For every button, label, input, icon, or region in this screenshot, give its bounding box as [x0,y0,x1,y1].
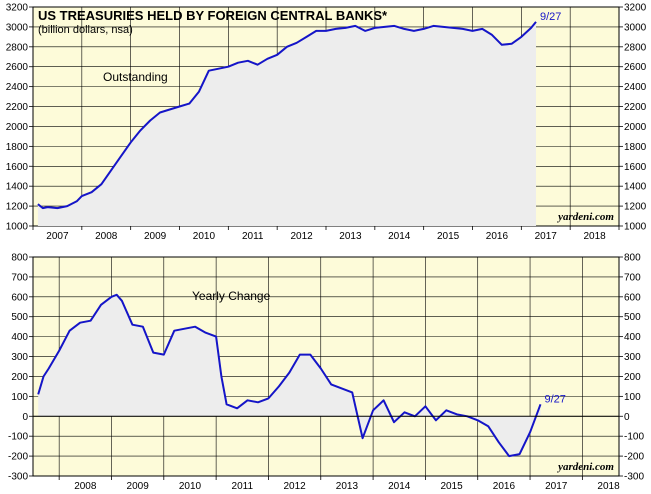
y-tick-label-right: 200 [624,372,641,383]
y-tick-label-right: 3000 [624,22,647,33]
y-tick-label-right: 2000 [624,122,647,133]
y-tick-label-right: -200 [624,452,644,463]
y-tick-label-right: 1600 [624,162,647,173]
x-tick-label: 2016 [486,231,509,242]
y-tick-label-right: -100 [624,432,644,443]
x-tick-label: 2008 [74,481,97,492]
y-tick-label-right: 2400 [624,82,647,93]
y-tick-label-left: 0 [22,412,28,423]
y-tick-label-right: 1800 [624,142,647,153]
y-tick-label-right: 0 [624,412,630,423]
x-tick-label: 2017 [535,231,558,242]
x-tick-label: 2011 [242,231,264,242]
x-tick-label: 2015 [440,481,463,492]
outstanding-label: Outstanding [103,70,168,84]
y-tick-label-left: 700 [11,272,28,283]
y-tick-label-right: 3200 [624,3,647,14]
chart-title: US TREASURIES HELD BY FOREIGN CENTRAL BA… [38,8,388,23]
x-tick-label: 2015 [437,231,460,242]
chart-subtitle: (billion dollars, nsa) [38,24,133,36]
yearly-change-source: yardeni.com [556,461,614,473]
y-tick-label-left: 200 [11,372,28,383]
y-tick-label-left: 1400 [6,182,29,193]
x-tick-label: 2014 [388,231,411,242]
y-tick-label-left: 1800 [6,142,29,153]
x-tick-label: 2010 [193,231,216,242]
yearly-change-end-label: 9/27 [545,393,566,405]
y-tick-label-right: 600 [624,292,641,303]
y-tick-label-left: 500 [11,312,28,323]
y-tick-label-right: -300 [624,472,644,483]
y-tick-label-right: 500 [624,312,641,323]
x-tick-label: 2008 [95,231,118,242]
y-tick-label-right: 2200 [624,102,647,113]
y-tick-label-right: 2600 [624,62,647,73]
y-tick-label-left: -100 [8,432,28,443]
outstanding-panel: 2007 2008 2009 2010 2011 2012 2013 2014 2015 2016… [6,3,647,243]
x-tick-label: 2007 [46,231,69,242]
y-tick-label-left: 1000 [6,222,29,233]
x-tick-label: 2009 [127,481,150,492]
y-tick-label-left: -200 [8,452,28,463]
yearly-change-axes: 2008 2009 2010 2011 2012 2013 2014 2015 2016 2017… [8,253,644,493]
y-tick-label-left: 1600 [6,162,29,173]
x-tick-label: 2013 [336,481,359,492]
y-tick-label-right: 700 [624,272,641,283]
y-tick-label-right: 300 [624,352,641,363]
y-tick-label-left: 3000 [6,22,29,33]
y-tick-label-right: 1400 [624,182,647,193]
y-tick-label-left: 2600 [6,62,29,73]
y-tick-label-left: 2400 [6,82,29,93]
x-tick-label: 2018 [583,231,606,242]
x-tick-label: 2012 [283,481,306,492]
x-tick-label: 2012 [290,231,313,242]
y-tick-label-left: 600 [11,292,28,303]
y-tick-label-left: 400 [11,332,28,343]
y-tick-label-left: 2800 [6,42,29,53]
outstanding-end-label: 9/27 [540,11,561,23]
x-tick-label: 2010 [179,481,202,492]
y-tick-label-left: 2000 [6,122,29,133]
y-tick-label-right: 1200 [624,202,647,213]
outstanding-source: yardeni.com [556,211,614,223]
y-tick-label-right: 1000 [624,222,647,233]
y-tick-label-left: 1200 [6,202,29,213]
yearly-change-label: Yearly Change [192,289,271,303]
x-tick-label: 2016 [493,481,516,492]
y-tick-label-right: 400 [624,332,641,343]
x-tick-label: 2009 [144,231,167,242]
y-tick-label-left: -300 [8,472,28,483]
yearly-change-line [37,293,542,458]
outstanding-axes: 2007 2008 2009 2010 2011 2012 2013 2014 2015 2016… [6,3,647,243]
y-tick-label-left: 2200 [6,102,29,113]
y-tick-label-left: 300 [11,352,28,363]
y-tick-label-left: 3200 [6,3,29,14]
y-tick-label-left: 100 [11,392,28,403]
x-tick-label: 2017 [545,481,568,492]
outstanding-area [37,21,537,227]
y-tick-label-left: 800 [11,253,28,264]
x-tick-label: 2013 [339,231,362,242]
x-tick-label: 2011 [232,481,254,492]
outstanding-line [37,21,537,210]
y-tick-label-right: 100 [624,392,641,403]
y-tick-label-right: 800 [624,253,641,264]
x-tick-label: 2018 [597,481,620,492]
x-tick-label: 2014 [388,481,411,492]
yearly-change-panel: 2008 2009 2010 2011 2012 2013 2014 2015 2016 2017… [8,253,644,493]
y-tick-label-right: 2800 [624,42,647,53]
